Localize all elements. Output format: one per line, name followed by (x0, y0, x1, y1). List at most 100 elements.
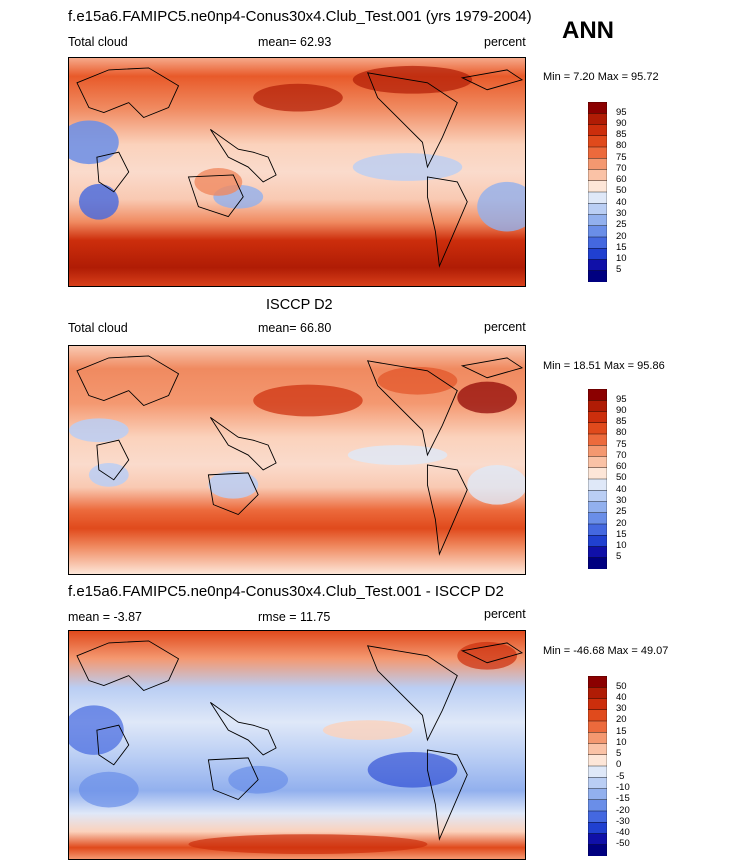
colorbar-swatch (588, 248, 607, 261)
panel3-colorbar-swatches (588, 676, 607, 856)
panel1-colorbar-label: 60 (616, 174, 627, 185)
panel2-colorbar-label: 40 (616, 484, 627, 495)
panel2-mean-label: mean= 66.80 (258, 321, 332, 335)
season-label: ANN (562, 17, 614, 44)
panel2-units-label: percent (484, 320, 526, 334)
colorbar-swatch (588, 765, 607, 778)
panel3-coastlines (76, 640, 524, 841)
panel1-colorbar-label: 90 (616, 118, 627, 129)
panel3-units-label: percent (484, 607, 526, 621)
panel2-colorbar-label: 5 (616, 551, 622, 562)
colorbar-swatch (588, 777, 607, 790)
panel1-colorbar-label: 95 (616, 107, 627, 118)
colorbar-swatch (588, 799, 607, 812)
panel3-colorbar-label: 40 (616, 692, 627, 703)
panel1-map (68, 57, 526, 287)
panel3-colorbar-label: -50 (616, 838, 630, 849)
panel3-colorbar-label: -10 (616, 782, 630, 793)
panel2-colorbar-label: 85 (616, 416, 627, 427)
colorbar-swatch (588, 158, 607, 171)
panel1-colorbar-label: 10 (616, 253, 627, 264)
panel2-colorbar-label: 25 (616, 506, 627, 517)
panel3-rmse-label: rmse = 11.75 (258, 610, 331, 624)
colorbar-swatch (588, 822, 607, 835)
panel1-colorbar-label: 80 (616, 140, 627, 151)
panel3-colorbar-label: -40 (616, 827, 630, 838)
colorbar-swatch (588, 535, 607, 548)
panel2-colorbar (588, 389, 607, 569)
colorbar-swatch (588, 754, 607, 767)
panel2-colorbar-swatches (588, 389, 607, 569)
colorbar-swatch (588, 743, 607, 756)
panel3-title: f.e15a6.FAMIPC5.ne0np4-Conus30x4.Club_Te… (68, 583, 504, 600)
panel3-colorbar-label: 50 (616, 681, 627, 692)
panel1-colorbar-label: 5 (616, 264, 622, 275)
panel1-coastlines (76, 67, 524, 268)
colorbar-swatch (588, 833, 607, 846)
colorbar-swatch (588, 169, 607, 182)
panel1-variable-label: Total cloud (68, 35, 128, 49)
colorbar-swatch (588, 456, 607, 469)
panel3-colorbar (588, 676, 607, 856)
colorbar-swatch (588, 124, 607, 137)
panel2-colorbar-label: 10 (616, 540, 627, 551)
panel2-colorbar-label: 20 (616, 518, 627, 529)
panel3-colorbar-label: 15 (616, 726, 627, 737)
panel2-coastlines (76, 355, 524, 556)
panel3-colorbar-label: -20 (616, 805, 630, 816)
panel2-map (68, 345, 526, 575)
panel1-colorbar-label: 40 (616, 197, 627, 208)
panel3-minmax: Min = -46.68 Max = 49.07 (543, 645, 669, 657)
panel3-mean-label: mean = -3.87 (68, 610, 143, 624)
colorbar-swatch (588, 400, 607, 413)
panel2-colorbar-label: 75 (616, 439, 627, 450)
panel3-colorbar-label: -5 (616, 771, 625, 782)
colorbar-swatch (588, 146, 607, 159)
panel2-colorbar-label: 15 (616, 529, 627, 540)
panel1-colorbar-label: 70 (616, 163, 627, 174)
colorbar-swatch (588, 467, 607, 480)
panel1-units-label: percent (484, 35, 526, 49)
colorbar-swatch (588, 788, 607, 801)
panel3-features (69, 641, 518, 855)
colorbar-swatch (588, 259, 607, 272)
panel3-field (69, 631, 525, 859)
panel2-colorbar-label: 80 (616, 427, 627, 438)
colorbar-swatch (588, 102, 607, 114)
colorbar-swatch (588, 523, 607, 536)
colorbar-swatch (588, 490, 607, 503)
colorbar-swatch (588, 433, 607, 446)
colorbar-swatch (588, 191, 607, 204)
panel2-minmax: Min = 18.51 Max = 95.86 (543, 360, 665, 372)
panel2-colorbar-label: 50 (616, 472, 627, 483)
colorbar-swatch (588, 445, 607, 458)
panel1-mean-label: mean= 62.93 (258, 35, 332, 49)
colorbar-swatch (588, 478, 607, 491)
panel1-features (69, 65, 525, 232)
colorbar-swatch (588, 810, 607, 823)
panel1-colorbar-label: 75 (616, 152, 627, 163)
panel3-colorbar-label: 10 (616, 737, 627, 748)
panel2-colorbar-label: 95 (616, 394, 627, 405)
panel1-colorbar-label: 50 (616, 185, 627, 196)
panel3-map (68, 630, 526, 860)
panel2-colorbar-label: 90 (616, 405, 627, 416)
panel2-colorbar-label: 70 (616, 450, 627, 461)
colorbar-swatch (588, 546, 607, 559)
colorbar-swatch (588, 135, 607, 148)
colorbar-swatch (588, 389, 607, 401)
colorbar-swatch (588, 676, 607, 688)
panel1-colorbar-swatches (588, 102, 607, 282)
panel3-colorbar-label: 20 (616, 714, 627, 725)
panel3-colorbar-label: -30 (616, 816, 630, 827)
colorbar-swatch (588, 214, 607, 227)
colorbar-swatch (588, 203, 607, 216)
colorbar-swatch (588, 709, 607, 722)
panel1-colorbar-label: 20 (616, 231, 627, 242)
panel1-colorbar-label: 85 (616, 129, 627, 140)
panel1-title: f.e15a6.FAMIPC5.ne0np4-Conus30x4.Club_Te… (68, 8, 532, 25)
colorbar-swatch (588, 236, 607, 249)
colorbar-swatch (588, 512, 607, 525)
colorbar-swatch (588, 698, 607, 711)
panel2-title: ISCCP D2 (266, 297, 333, 313)
